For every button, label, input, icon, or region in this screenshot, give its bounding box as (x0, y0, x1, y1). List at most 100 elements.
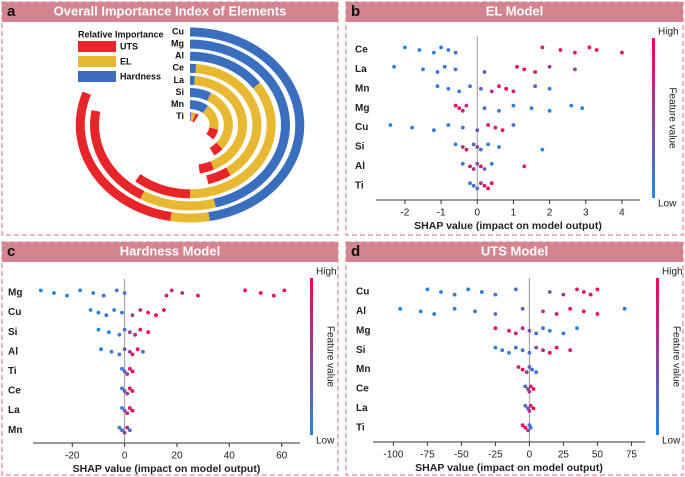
shap-point (515, 64, 519, 69)
shap-point (421, 67, 425, 72)
shap-point (431, 128, 436, 133)
shap-point (522, 164, 527, 169)
shap-point (99, 347, 103, 352)
shap-point (464, 103, 469, 108)
shap-point (587, 45, 592, 50)
ring-segment (209, 142, 223, 156)
feature-label: Ti (356, 422, 365, 433)
shap-point (127, 406, 132, 410)
x-tick-label: -1 (437, 208, 446, 219)
ring-segment (189, 27, 305, 222)
shap-point (533, 70, 538, 74)
shap-point (568, 306, 573, 311)
shap-point (130, 352, 135, 357)
shap-point (122, 327, 127, 332)
shap-point (435, 70, 440, 74)
shap-point (547, 328, 552, 333)
ring-segment (75, 91, 172, 222)
shap-point (513, 345, 518, 350)
x-axis-label: SHAP value (impact on model output) (414, 220, 602, 232)
legend-title: Relative Importance (78, 29, 164, 39)
shap-point (154, 313, 158, 318)
shap-point (528, 425, 533, 430)
shap-point (104, 313, 109, 318)
shap-point (533, 84, 538, 89)
shap-point (392, 64, 396, 69)
shap-point (107, 330, 111, 335)
feature-label: Ce (356, 384, 369, 395)
feature-label: Cu (8, 307, 21, 318)
shap-point (425, 287, 430, 292)
shap-point (489, 181, 494, 186)
shap-point (271, 293, 276, 298)
shap-point (122, 408, 127, 413)
shap-point (475, 161, 480, 166)
ring-label: Mg (171, 38, 184, 48)
shap-point (523, 403, 528, 408)
ring-segment (195, 64, 262, 176)
shap-point (493, 125, 498, 130)
shap-point (120, 406, 124, 410)
shap-point (161, 308, 166, 312)
shap-point (507, 328, 511, 333)
shap-point (141, 349, 145, 354)
x-tick-label: -50 (454, 450, 469, 461)
shap-point (547, 86, 552, 91)
feature-label: Mg (8, 288, 22, 299)
ring-label: Cu (172, 26, 184, 36)
shap-point (120, 310, 124, 315)
shap-point (120, 366, 124, 371)
shap-point (101, 293, 106, 298)
shap-point (125, 425, 130, 430)
feature-label: La (355, 64, 367, 75)
shap-point (130, 369, 135, 374)
shap-point (622, 306, 627, 311)
shap-point (464, 147, 469, 152)
x-axis-label: SHAP value (impact on model output) (415, 462, 603, 474)
feature-label: La (8, 405, 20, 416)
shap-point (439, 290, 443, 294)
shap-point (471, 183, 476, 188)
shap-point (528, 403, 533, 408)
x-tick-label: -100 (383, 450, 403, 461)
shap-point (595, 287, 600, 292)
shap-point (125, 391, 130, 396)
feature-label: Si (356, 345, 366, 356)
shap-point (534, 370, 539, 375)
shap-point (520, 306, 525, 311)
panel-label: d (351, 243, 360, 260)
shap-point (91, 291, 96, 295)
panel-frame (345, 241, 684, 476)
panel-label: a (7, 3, 16, 20)
x-tick-label: 4 (619, 208, 625, 219)
shap-point (112, 308, 117, 312)
shap-point (130, 389, 135, 393)
shap-point (180, 291, 185, 295)
panel-header (346, 242, 683, 262)
x-tick-label: 0 (122, 451, 128, 462)
x-tick-label: -20 (65, 451, 80, 462)
shap-point (196, 293, 200, 298)
legend-swatch (78, 71, 116, 82)
ring-segment (189, 39, 290, 208)
shap-point (127, 366, 132, 371)
ring-label: Mn (171, 99, 184, 109)
feature-label: Cu (356, 287, 369, 298)
shap-point (435, 84, 440, 89)
shap-point (38, 288, 43, 293)
panel-label: b (351, 3, 360, 20)
shap-point (403, 45, 407, 50)
shap-point (554, 345, 559, 350)
shap-point (547, 108, 552, 113)
shap-point (466, 287, 471, 292)
shap-point (504, 86, 509, 91)
ring-segment (192, 113, 199, 123)
shap-point (493, 345, 498, 350)
shap-point (130, 313, 135, 318)
shap-point (513, 287, 518, 292)
shap-point (520, 423, 525, 428)
shap-point (573, 50, 577, 55)
shap-point (452, 306, 457, 311)
shap-point (482, 106, 487, 111)
shap-point (120, 386, 124, 391)
